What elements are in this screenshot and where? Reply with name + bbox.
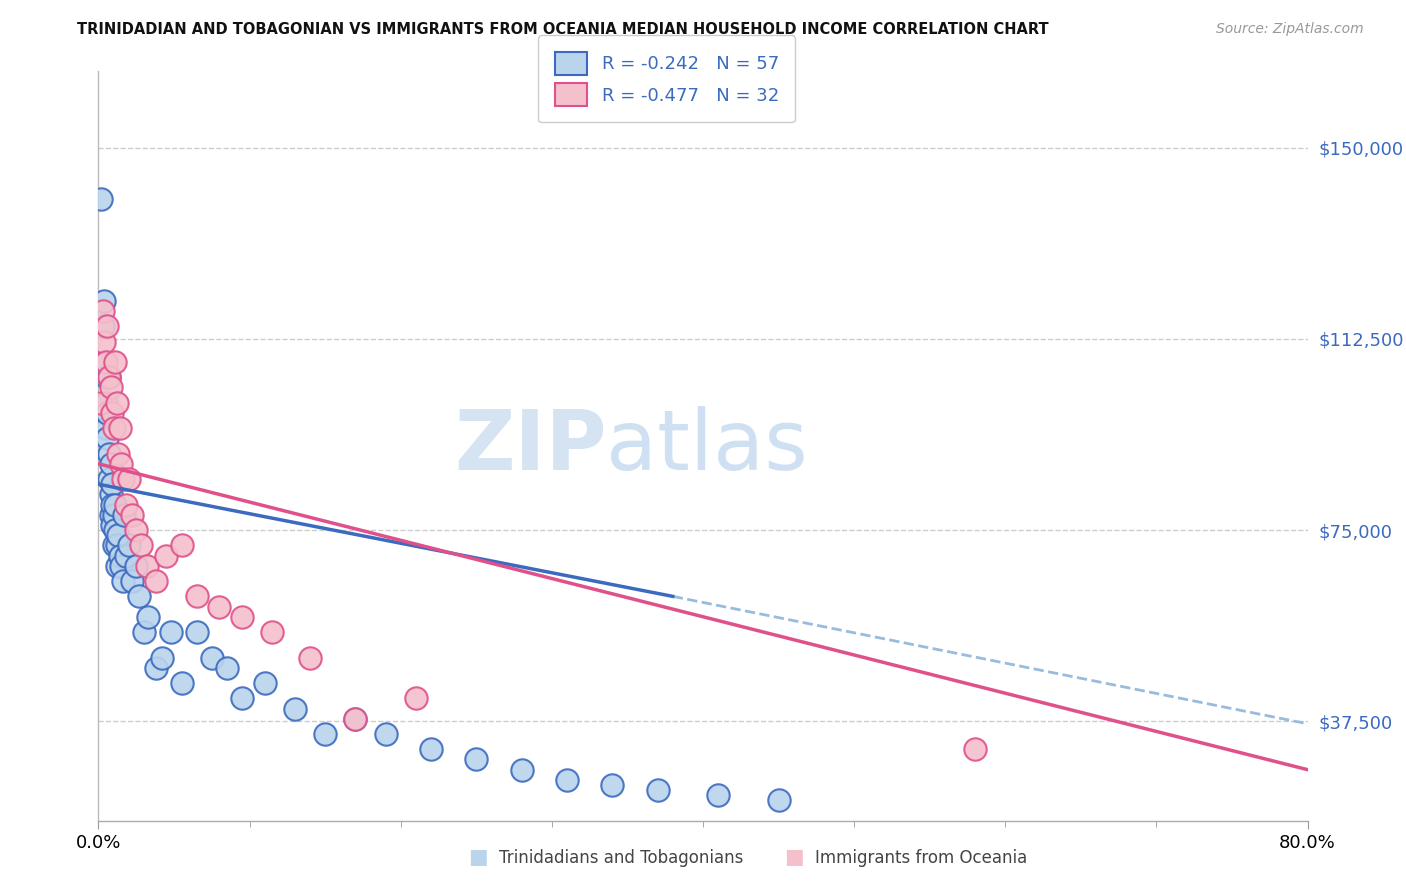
- Point: [107, 528, 129, 542]
- Point: [602, 778, 624, 792]
- Point: [100, 487, 122, 501]
- Point: [98, 447, 121, 461]
- Text: ZIP: ZIP: [454, 406, 606, 486]
- Point: [170, 676, 193, 690]
- Point: [253, 676, 276, 690]
- Point: [231, 691, 253, 706]
- Point: [104, 523, 127, 537]
- Point: [98, 370, 121, 384]
- Point: [135, 558, 157, 573]
- Point: [96, 319, 118, 334]
- Point: [125, 558, 148, 573]
- Point: [93, 293, 115, 308]
- Point: [118, 538, 141, 552]
- Point: [101, 518, 124, 533]
- Point: [110, 558, 132, 573]
- Point: [101, 498, 124, 512]
- Point: [707, 788, 730, 802]
- Point: [160, 625, 183, 640]
- Point: [344, 712, 367, 726]
- Point: [170, 538, 193, 552]
- Point: [105, 538, 128, 552]
- Point: [91, 319, 114, 334]
- Point: [201, 650, 224, 665]
- Point: [90, 192, 112, 206]
- Text: Trinidadians and Tobagonians: Trinidadians and Tobagonians: [499, 849, 744, 867]
- Point: [104, 498, 127, 512]
- Point: [186, 625, 208, 640]
- Text: Source: ZipAtlas.com: Source: ZipAtlas.com: [1216, 22, 1364, 37]
- Point: [107, 447, 129, 461]
- Point: [420, 742, 443, 756]
- Point: [136, 609, 159, 624]
- Point: [150, 650, 173, 665]
- Point: [314, 727, 336, 741]
- Point: [129, 538, 152, 552]
- Point: [98, 370, 121, 384]
- Legend: R = -0.242   N = 57, R = -0.477   N = 32: R = -0.242 N = 57, R = -0.477 N = 32: [538, 36, 794, 122]
- Point: [108, 549, 131, 563]
- Point: [103, 421, 125, 435]
- Point: [405, 691, 427, 706]
- Point: [104, 355, 127, 369]
- Point: [465, 752, 488, 766]
- Text: TRINIDADIAN AND TOBAGONIAN VS IMMIGRANTS FROM OCEANIA MEDIAN HOUSEHOLD INCOME CO: TRINIDADIAN AND TOBAGONIAN VS IMMIGRANTS…: [77, 22, 1049, 37]
- Point: [103, 538, 125, 552]
- Point: [96, 431, 118, 445]
- Point: [101, 477, 124, 491]
- Point: [262, 625, 284, 640]
- Point: [145, 661, 167, 675]
- Point: [94, 395, 117, 409]
- Point: [647, 783, 669, 797]
- Text: atlas: atlas: [606, 406, 808, 486]
- Point: [111, 472, 134, 486]
- Point: [100, 380, 122, 394]
- Point: [145, 574, 167, 588]
- Point: [118, 472, 141, 486]
- Point: [94, 370, 117, 384]
- Point: [112, 508, 135, 522]
- Point: [111, 574, 134, 588]
- Point: [90, 395, 112, 409]
- Point: [94, 421, 117, 435]
- Point: [91, 304, 114, 318]
- Point: [132, 625, 155, 640]
- Point: [114, 549, 136, 563]
- Point: [128, 590, 150, 604]
- Text: ■: ■: [785, 847, 804, 867]
- Point: [110, 457, 132, 471]
- Point: [93, 334, 115, 349]
- Point: [768, 793, 790, 807]
- Point: [510, 763, 533, 777]
- Point: [100, 508, 122, 522]
- Point: [98, 472, 121, 486]
- Point: [121, 574, 143, 588]
- Point: [155, 549, 177, 563]
- Point: [186, 590, 208, 604]
- Point: [105, 558, 128, 573]
- Point: [108, 421, 131, 435]
- Point: [93, 355, 115, 369]
- Point: [374, 727, 396, 741]
- Point: [103, 508, 125, 522]
- Point: [101, 406, 124, 420]
- Point: [284, 701, 307, 715]
- Point: [299, 650, 322, 665]
- Text: ■: ■: [468, 847, 488, 867]
- Point: [105, 395, 128, 409]
- Point: [96, 406, 118, 420]
- Point: [125, 523, 148, 537]
- Point: [555, 772, 578, 787]
- Point: [344, 712, 367, 726]
- Point: [100, 457, 122, 471]
- Point: [965, 742, 987, 756]
- Point: [215, 661, 238, 675]
- Point: [114, 498, 136, 512]
- Point: [121, 508, 143, 522]
- Point: [94, 355, 117, 369]
- Point: [208, 599, 231, 614]
- Point: [231, 609, 253, 624]
- Text: Immigrants from Oceania: Immigrants from Oceania: [815, 849, 1028, 867]
